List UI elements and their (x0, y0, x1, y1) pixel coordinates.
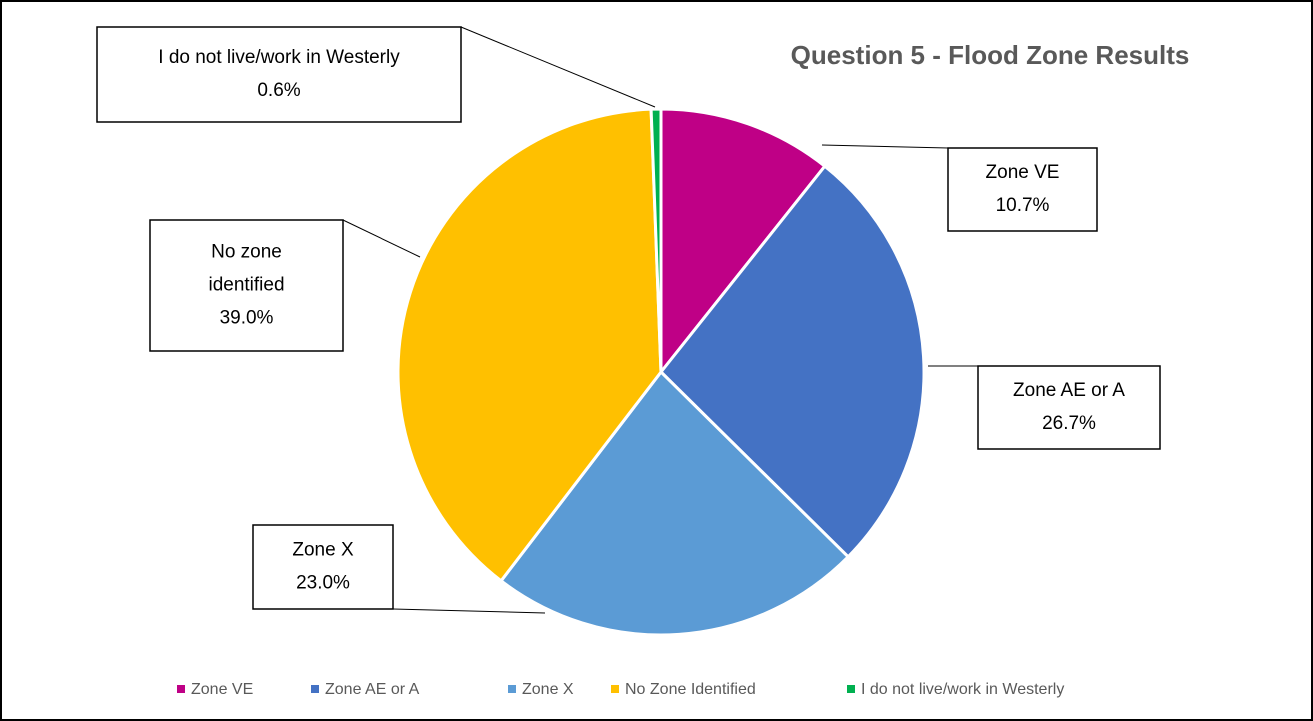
data-label-name: Zone VE (986, 162, 1060, 183)
legend-label: Zone AE or A (325, 681, 420, 698)
legend-marker (177, 685, 185, 693)
data-label-box (96, 26, 462, 123)
legend-marker (508, 685, 516, 693)
data-label-box (947, 147, 1098, 232)
leader-line (342, 219, 421, 258)
data-label-box (149, 219, 344, 352)
data-label: 26.7% (1042, 413, 1096, 434)
legend-marker (847, 685, 855, 693)
data-label-name: Zone AE or A (1013, 380, 1125, 401)
legend-label: I do not live/work in Westerly (861, 681, 1064, 698)
data-label-box (252, 524, 394, 610)
pie-slice (649, 107, 663, 373)
pie-slice (499, 369, 851, 637)
leader-line (460, 26, 656, 108)
data-label: 0.6% (257, 80, 300, 101)
leader-line (392, 608, 546, 614)
legend-marker (311, 685, 319, 693)
legend-label: No Zone Identified (625, 681, 756, 698)
pie-slice (396, 107, 663, 583)
legend-label: Zone X (522, 681, 574, 698)
data-label-box (977, 365, 1161, 450)
chart-title: Question 5 - Flood Zone Results (791, 40, 1190, 70)
data-label-name: Zone X (292, 540, 354, 561)
data-label: 10.7% (996, 195, 1050, 216)
data-label: 23.0% (296, 573, 350, 594)
data-label-name: No zone (211, 242, 282, 263)
pie-slice (659, 107, 827, 377)
data-label-name: I do not live/work in Westerly (158, 47, 400, 68)
legend-marker (611, 685, 619, 693)
legend-label: Zone VE (191, 681, 253, 698)
leader-line (821, 144, 949, 149)
data-label-name: identified (208, 275, 284, 296)
data-label: 39.0% (220, 308, 274, 329)
pie-slice (658, 164, 926, 559)
